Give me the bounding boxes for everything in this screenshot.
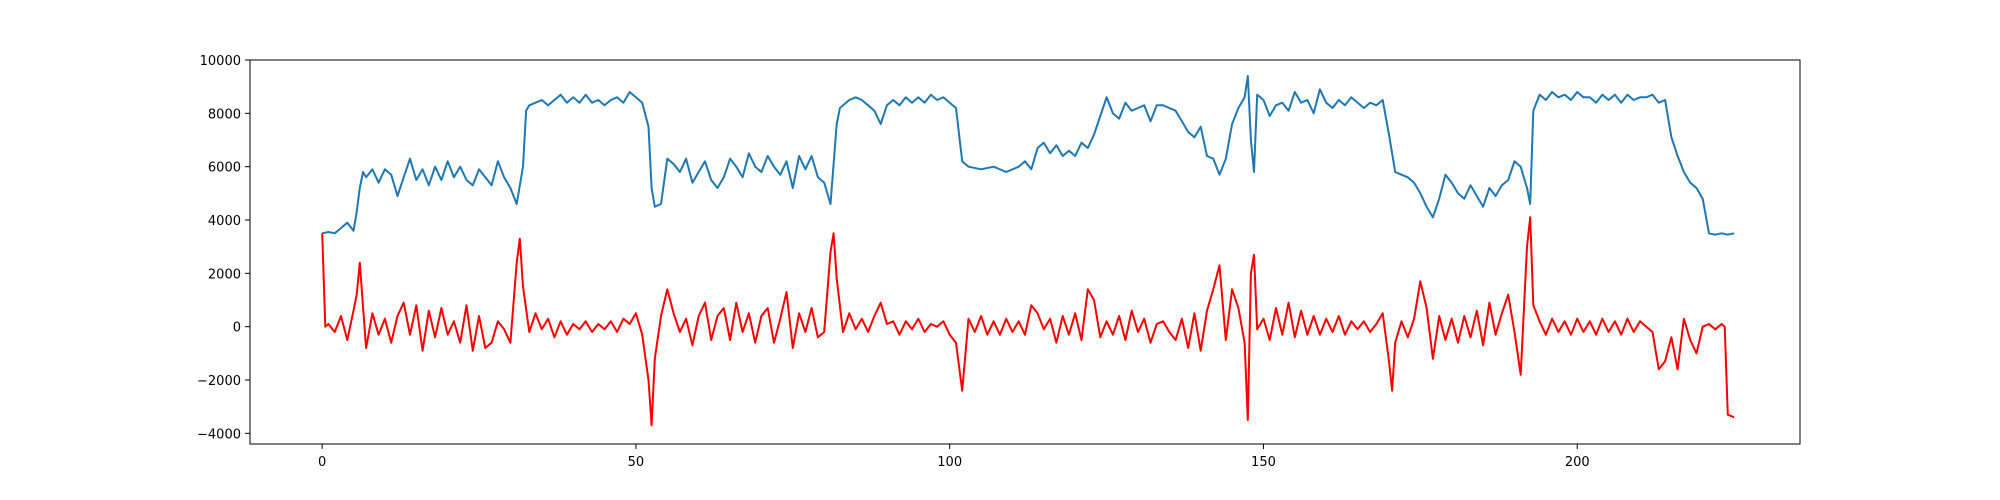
plot-frame xyxy=(249,59,1801,445)
x-axis: 0 50 100 150 200 xyxy=(318,444,1590,470)
series-line-0 xyxy=(321,75,1735,236)
y-tick-label-4: 4000 xyxy=(208,214,241,229)
y-tick-label-3: 2000 xyxy=(208,267,241,282)
x-tick-label-3: 150 xyxy=(1251,455,1276,470)
x-tick-label-0: 0 xyxy=(318,455,326,470)
y-axis: −4000 −2000 0 2000 4000 6000 8000 10000 xyxy=(197,54,250,442)
y-tick-label-5: 6000 xyxy=(208,161,241,176)
y-tick-label-2: 0 xyxy=(233,321,241,336)
y-tick-label-7: 10000 xyxy=(200,54,241,69)
y-tick-label-1: −2000 xyxy=(197,374,241,389)
y-tick-label-0: −4000 xyxy=(197,427,241,442)
x-tick-label-2: 100 xyxy=(937,455,962,470)
x-tick-label-4: 200 xyxy=(1565,455,1590,470)
series-line-1 xyxy=(321,216,1735,427)
y-tick-label-6: 8000 xyxy=(208,107,241,122)
series-layer xyxy=(321,75,1735,427)
x-tick-label-1: 50 xyxy=(628,455,645,470)
